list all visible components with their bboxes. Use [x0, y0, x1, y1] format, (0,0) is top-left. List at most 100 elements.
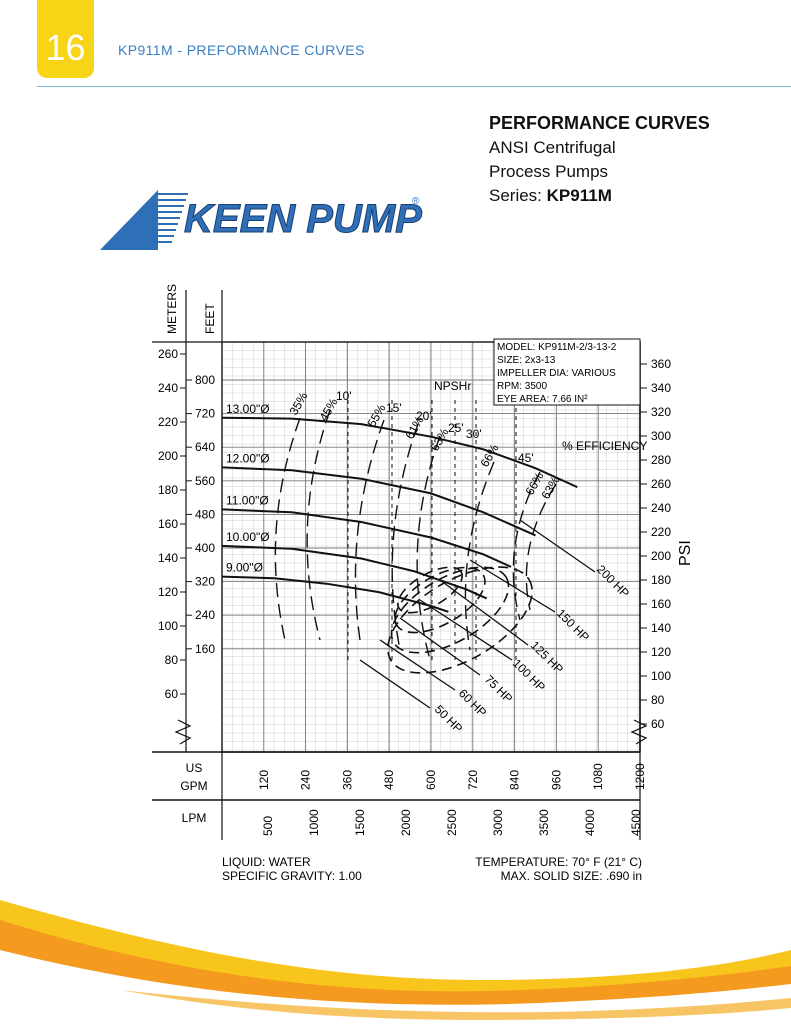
- impeller-curve: [221, 544, 488, 600]
- npsh-title: NPSHr: [434, 379, 471, 393]
- psi-axis-title: PSI: [677, 540, 694, 566]
- wave-white-band: [0, 950, 791, 1024]
- lpm-tick-label: 3500: [537, 809, 551, 836]
- feet-tick-label: 480: [195, 507, 215, 521]
- hp-line: [419, 599, 513, 661]
- us-axis-title: US: [186, 761, 203, 775]
- heading-line-1: ANSI Centrifugal: [489, 138, 616, 157]
- gpm-tick-label: 960: [549, 770, 563, 790]
- efficiency-contour: [390, 566, 510, 654]
- efficiency-line: [391, 423, 419, 651]
- heading-line-2: Process Pumps: [489, 162, 609, 181]
- lpm-axis-title: LPM: [182, 811, 207, 825]
- gpm-tick-label: 720: [466, 770, 480, 790]
- lpm-tick-label: 4500: [629, 809, 643, 836]
- series-value: KP911M: [546, 186, 612, 205]
- efficiency-contour: [387, 566, 533, 674]
- npsh-label: 15': [386, 401, 402, 415]
- npsh-label: 45': [518, 451, 534, 465]
- efficiency-npsh-hp-overlays: [274, 400, 596, 709]
- page-number-badge: 16: [37, 0, 94, 78]
- logo-triangle: [100, 190, 158, 250]
- impeller-curve: [221, 508, 512, 568]
- chart-tick-labels: 260 240 220 200 180 160 140 120 100 80 60 800 720 640…: [158, 347, 671, 836]
- lpm-tick-label: 1000: [307, 809, 321, 836]
- keen-pump-logo: KEEN PUMP ®: [100, 190, 423, 250]
- psi-tick-label: 60: [651, 717, 665, 731]
- gpm-tick-label: 600: [424, 770, 438, 790]
- feet-tick-label: 720: [195, 407, 215, 421]
- info-box-line: IMPELLER DIA: VARIOUS: [497, 368, 616, 379]
- impeller-label: 13.00"Ø: [226, 402, 270, 416]
- info-box-frame: [493, 338, 641, 406]
- efficiency-title: % EFFICIENCY: [562, 439, 647, 453]
- meter-tick-label: 220: [158, 415, 178, 429]
- feet-tick-label: 560: [195, 474, 215, 488]
- hp-line: [379, 639, 456, 691]
- page-number: 16: [45, 27, 86, 68]
- npsh-label: 25': [448, 421, 464, 435]
- gpm-tick-label: 240: [299, 770, 313, 790]
- hp-line: [469, 559, 556, 613]
- info-box-line: MODEL: KP911M-2/3-13-2: [497, 342, 617, 353]
- lpm-tick-label: 2500: [445, 809, 459, 836]
- lpm-tick-label: 1500: [353, 809, 367, 836]
- hp-line: [359, 659, 431, 709]
- hp-line: [439, 579, 529, 646]
- efficiency-line: [464, 461, 495, 651]
- feet-tick-label: 240: [195, 608, 215, 622]
- meter-tick-label: 140: [158, 551, 178, 565]
- meter-tick-label: 60: [165, 687, 179, 701]
- meter-tick-label: 260: [158, 347, 178, 361]
- efficiency-line: [416, 435, 441, 661]
- gpm-tick-label: 840: [508, 770, 522, 790]
- feet-axis-title: FEET: [203, 303, 217, 334]
- info-box-line: RPM: 3500: [497, 381, 547, 392]
- lpm-tick-label: 500: [261, 816, 275, 836]
- feet-tick-label: 640: [195, 440, 215, 454]
- gpm-axis-title: GPM: [180, 779, 207, 793]
- gpm-tick-label: 480: [382, 770, 396, 790]
- hp-label: 75 HP: [482, 672, 515, 705]
- psi-tick-label: 340: [651, 381, 671, 395]
- gpm-tick-label: 1080: [591, 763, 605, 790]
- header-divider: [37, 86, 791, 87]
- efficiency-contour: [397, 566, 463, 614]
- gpm-tick-label: 360: [340, 770, 354, 790]
- chart-axes: [152, 290, 648, 840]
- heading-series: Series: KP911M: [489, 184, 710, 208]
- psi-tick-label: 80: [651, 693, 665, 707]
- meter-tick-label: 180: [158, 483, 178, 497]
- lpm-tick-label: 2000: [399, 809, 413, 836]
- efficiency-line: [306, 409, 331, 641]
- meter-tick-label: 120: [158, 585, 178, 599]
- impeller-label: 9.00"Ø: [226, 561, 263, 575]
- hp-label: 150 HP: [554, 606, 592, 644]
- impeller-label: 11.00"Ø: [226, 493, 269, 507]
- meter-tick-label: 80: [165, 653, 179, 667]
- efficiency-contour: [394, 566, 486, 634]
- psi-tick-label: 280: [651, 453, 671, 467]
- running-title: KP911M - PREFORMANCE CURVES: [118, 42, 365, 58]
- psi-tick-label: 160: [651, 597, 671, 611]
- logo-stripes: [158, 193, 188, 243]
- meters-axis-title: METERS: [165, 284, 179, 334]
- note-right: TEMPERATURE: 70° F (21° C): [475, 855, 642, 869]
- model-info-box: MODEL: KP911M-2/3-13-2 SIZE: 2x3-13 IMPELL…: [493, 338, 641, 406]
- footer-wave: [0, 900, 791, 1024]
- feet-tick-label: 400: [195, 541, 215, 555]
- heading-title: PERFORMANCE CURVES: [489, 113, 710, 133]
- feet-tick-label: 320: [195, 575, 215, 589]
- impeller-curves: [221, 416, 578, 613]
- impeller-curve: [221, 416, 578, 489]
- hp-label: 50 HP: [432, 702, 465, 735]
- series-label: Series:: [489, 186, 542, 205]
- impeller-curve: [221, 466, 536, 537]
- npsh-label: 30': [466, 427, 482, 441]
- lpm-tick-label: 3000: [491, 809, 505, 836]
- efficiency-line: [274, 417, 301, 641]
- logo-registered-mark: ®: [412, 196, 420, 207]
- feet-tick-label: 160: [195, 642, 215, 656]
- lpm-tick-label: 4000: [583, 809, 597, 836]
